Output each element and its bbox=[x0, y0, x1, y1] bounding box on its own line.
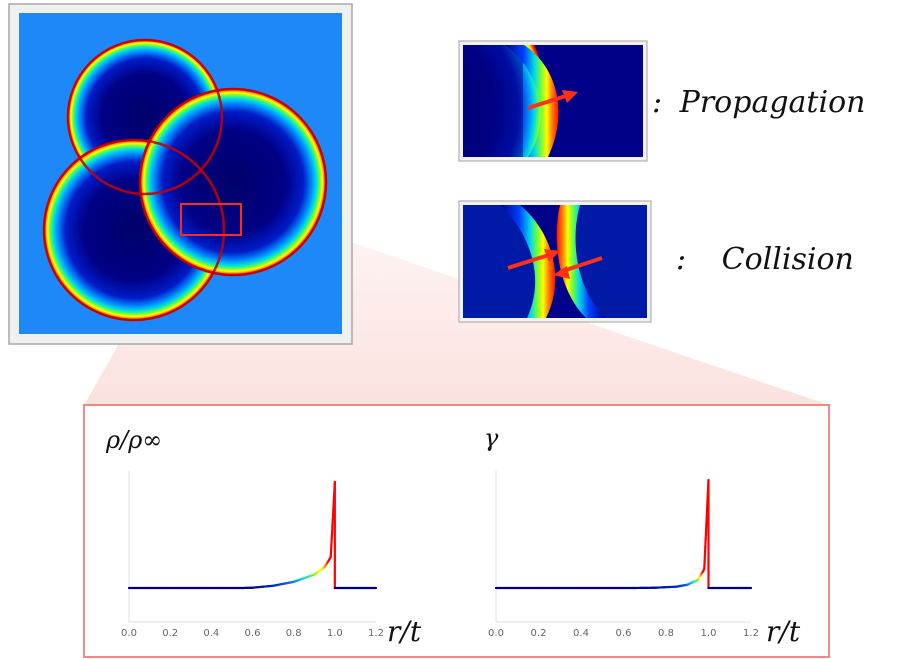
x-tick-label: 0.4 bbox=[203, 628, 219, 639]
x-tick-label: 1.0 bbox=[701, 628, 717, 639]
propagation-legend: : Propagation bbox=[652, 86, 865, 120]
collision-label: Collision bbox=[722, 242, 854, 277]
density-xlabel: r/t bbox=[387, 615, 422, 648]
propagation-label: Propagation bbox=[680, 85, 866, 120]
gamma-xlabel: r/t bbox=[766, 615, 801, 648]
collision-colon: : bbox=[676, 242, 686, 277]
x-tick-label: 0.0 bbox=[488, 628, 504, 639]
x-tick-label: 0.0 bbox=[121, 628, 137, 639]
density-ylabel: ρ/ρ∞ bbox=[105, 426, 162, 454]
x-tick-label: 1.2 bbox=[743, 628, 759, 639]
x-tick-label: 0.4 bbox=[573, 628, 589, 639]
x-tick-label: 1.2 bbox=[368, 628, 384, 639]
x-tick-label: 0.2 bbox=[162, 628, 178, 639]
x-tick-label: 0.6 bbox=[245, 628, 261, 639]
gamma-ylabel: γ bbox=[484, 424, 499, 452]
x-tick-label: 1.0 bbox=[327, 628, 343, 639]
collision-legend: : Collision bbox=[676, 243, 854, 277]
profile-panel bbox=[84, 405, 829, 657]
x-tick-label: 0.6 bbox=[616, 628, 632, 639]
propagation-colon: : bbox=[652, 85, 662, 120]
x-tick-label: 0.8 bbox=[658, 628, 674, 639]
x-tick-label: 0.2 bbox=[531, 628, 547, 639]
x-tick-label: 0.8 bbox=[286, 628, 302, 639]
